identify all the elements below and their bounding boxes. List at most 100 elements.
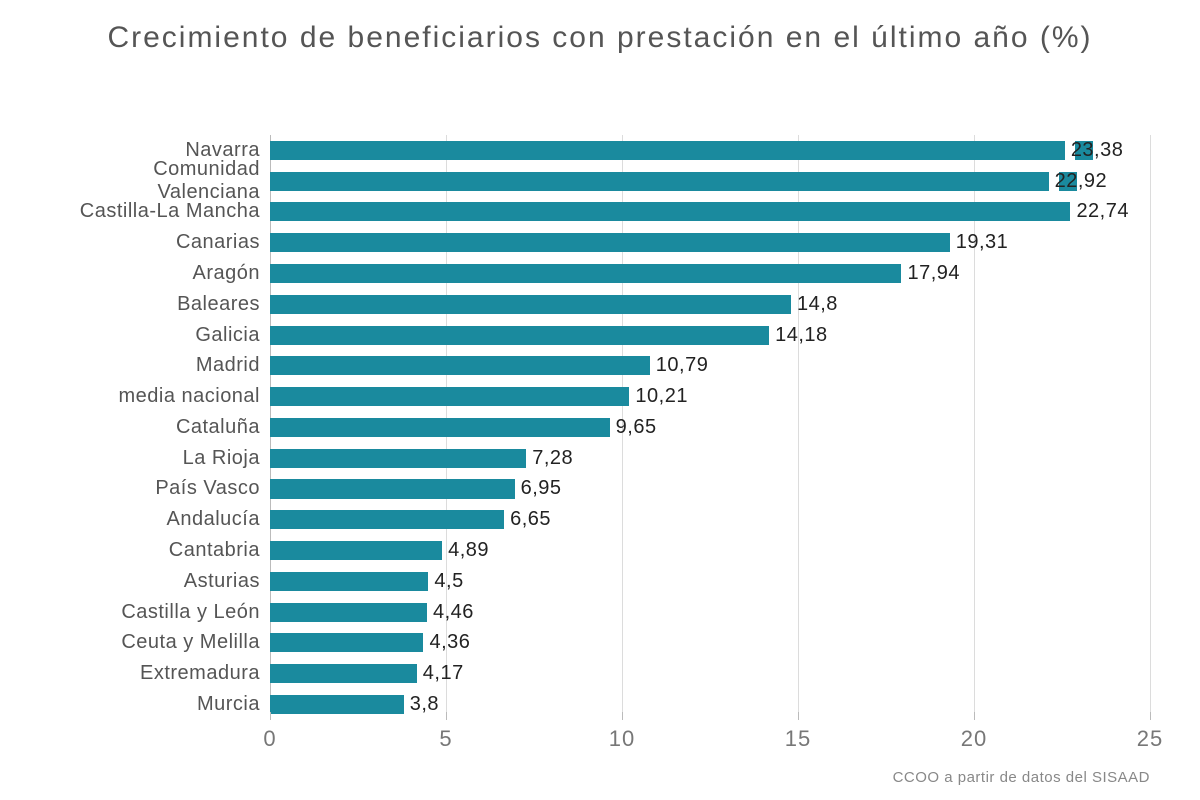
category-label: media nacional [70,385,270,408]
category-label: Galicia [70,324,270,347]
bar-value-label: 22,92 [1055,170,1108,193]
bar-value-label: 7,28 [532,447,573,470]
bar [270,633,423,652]
bar-segment [270,141,1065,160]
bar [270,264,901,283]
bar [270,510,504,529]
x-tick-label: 0 [263,726,276,752]
bar-track: 17,94 [270,258,1150,289]
bar [270,356,650,375]
category-label: Extremadura [70,662,270,685]
bar-row: Extremadura 4,17 [70,658,1150,689]
x-tick-label: 10 [609,726,635,752]
bar-track: 14,18 [270,320,1150,351]
bar-value-label: 4,17 [423,662,464,685]
bar-row: Castilla y León 4,46 [70,597,1150,628]
bar-value-label: 17,94 [907,262,960,285]
category-label: Canarias [70,231,270,254]
bar [270,449,526,468]
category-label: País Vasco [70,477,270,500]
bar-value-label: 14,18 [775,324,828,347]
bar-row: Galicia 14,18 [70,320,1150,351]
category-label: Andalucía [70,508,270,531]
bar [270,233,950,252]
category-label: Madrid [70,354,270,377]
bar-row: Asturias 4,5 [70,566,1150,597]
bar-value-label: 10,79 [656,354,709,377]
bar-row: País Vasco 6,95 [70,474,1150,505]
category-label: Ceuta y Melilla [70,631,270,654]
bar-row: media nacional 10,21 [70,381,1150,412]
bar-value-label: 4,36 [429,631,470,654]
chart-source: CCOO a partir de datos del SISAAD [893,769,1150,786]
bar-track: 9,65 [270,412,1150,443]
bar-row: Comunidad Valenciana22,92 [70,166,1150,197]
bar [270,572,428,591]
bar [270,202,1070,221]
x-tick-label: 5 [439,726,452,752]
bar-value-label: 4,89 [448,539,489,562]
category-label: Cantabria [70,539,270,562]
bar-row: Aragón 17,94 [70,258,1150,289]
bar-row: Andalucía 6,65 [70,504,1150,535]
category-label: Asturias [70,570,270,593]
bar [270,326,769,345]
bar-track: 4,17 [270,658,1150,689]
bar-track: 22,92 [270,166,1150,197]
x-tick-label: 15 [785,726,811,752]
bar-value-label: 14,8 [797,293,838,316]
bar-value-label: 4,46 [433,601,474,624]
bar-track: 4,46 [270,597,1150,628]
bar-row: Ceuta y Melilla 4,36 [70,628,1150,659]
bar-row: Baleares 14,8 [70,289,1150,320]
bar-row: Madrid 10,79 [70,350,1150,381]
bar-row: Castilla-La Mancha 22,74 [70,197,1150,228]
chart-title: Crecimiento de beneficiarios con prestac… [0,0,1200,57]
bar-track: 7,28 [270,443,1150,474]
bar [270,418,610,437]
bar-value-label: 6,95 [521,477,562,500]
bar-track: 4,89 [270,535,1150,566]
category-label: Cataluña [70,416,270,439]
bar-track: 10,79 [270,350,1150,381]
category-label: Castilla y León [70,601,270,624]
bar-row: Cantabria 4,89 [70,535,1150,566]
bar-row: Murcia 3,8 [70,689,1150,720]
category-label: Castilla-La Mancha [70,200,270,223]
bar-track: 22,74 [270,197,1150,228]
category-label: La Rioja [70,447,270,470]
bar-row: Cataluña9,65 [70,412,1150,443]
bar-track: 6,95 [270,474,1150,505]
bar-track: 6,65 [270,504,1150,535]
bar-value-label: 23,38 [1071,139,1124,162]
bar-value-label: 19,31 [956,231,1009,254]
bar [270,541,442,560]
bar-value-label: 22,74 [1076,200,1129,223]
bar-track: 14,8 [270,289,1150,320]
bar-track: 4,5 [270,566,1150,597]
bar-segment [270,172,1049,191]
bar [270,664,417,683]
bar-track: 10,21 [270,381,1150,412]
bar-row: La Rioja 7,28 [70,443,1150,474]
bar-value-label: 6,65 [510,508,551,531]
category-label: Baleares [70,293,270,316]
bar-value-label: 3,8 [410,693,439,716]
bar-value-label: 10,21 [635,385,688,408]
bar-track: 19,31 [270,227,1150,258]
x-axis: 0510152025 [270,720,1150,760]
bar-row: Canarias 19,31 [70,227,1150,258]
bar-track: 23,38 [270,135,1150,166]
bar-value-label: 4,5 [434,570,463,593]
bar [270,479,515,498]
bar [270,603,427,622]
bar [270,387,629,406]
bar-track: 4,36 [270,628,1150,659]
bar [270,695,404,714]
chart-plot-area: Navarra23,38Comunidad Valenciana22,92Cas… [70,135,1150,720]
bar [270,295,791,314]
category-label: Murcia [70,693,270,716]
category-label: Aragón [70,262,270,285]
x-tick-label: 25 [1137,726,1163,752]
bar-track: 3,8 [270,689,1150,720]
